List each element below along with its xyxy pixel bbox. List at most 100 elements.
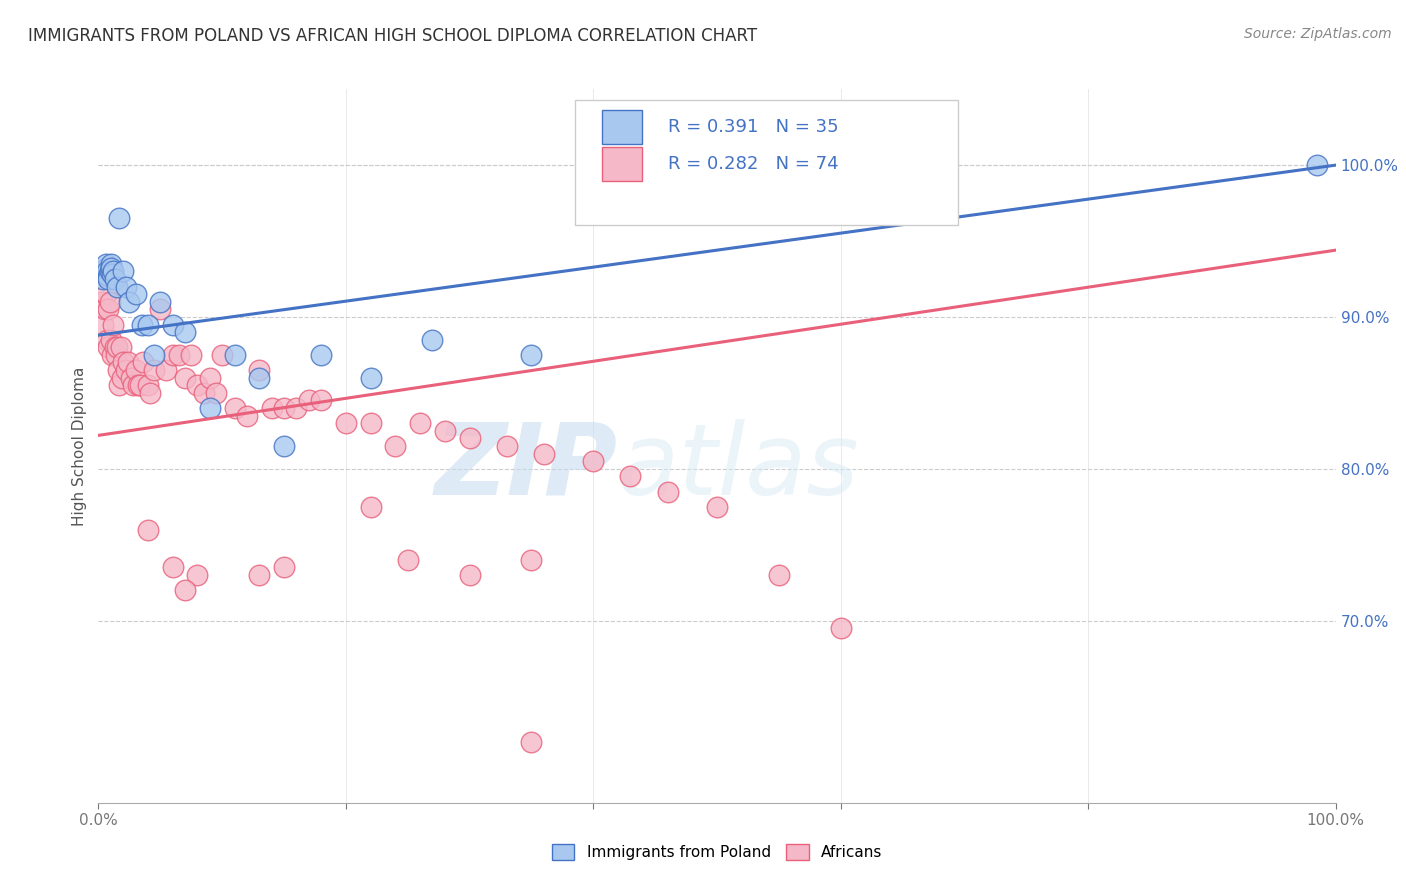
Point	[298, 393, 321, 408]
Point	[101, 268, 124, 282]
Point	[273, 401, 295, 415]
Point	[186, 568, 208, 582]
Point	[97, 302, 120, 317]
Point	[91, 294, 114, 309]
Point	[100, 333, 122, 347]
Point	[335, 416, 357, 430]
Point	[309, 393, 332, 408]
Point	[273, 560, 295, 574]
Point	[98, 294, 121, 309]
Point	[97, 272, 120, 286]
Point	[105, 340, 128, 354]
Point	[101, 348, 124, 362]
Point	[112, 355, 135, 369]
Point	[132, 355, 155, 369]
Point	[458, 568, 481, 582]
Point	[105, 279, 128, 293]
Point	[706, 500, 728, 514]
Text: R = 0.391   N = 35: R = 0.391 N = 35	[668, 118, 838, 136]
Point	[520, 735, 543, 749]
Point	[198, 401, 221, 415]
Point	[198, 370, 221, 384]
Text: atlas: atlas	[619, 419, 859, 516]
FancyBboxPatch shape	[602, 147, 641, 181]
Point	[100, 257, 122, 271]
Point	[96, 264, 118, 278]
Point	[127, 378, 149, 392]
Point	[103, 318, 125, 332]
Point	[93, 272, 115, 286]
Point	[657, 484, 679, 499]
Point	[520, 348, 543, 362]
Point	[136, 523, 159, 537]
Point	[112, 264, 135, 278]
Point	[495, 439, 517, 453]
Point	[93, 268, 115, 282]
Point	[111, 370, 134, 384]
Point	[114, 363, 136, 377]
Point	[582, 454, 605, 468]
Point	[520, 553, 543, 567]
Point	[174, 370, 197, 384]
Point	[458, 431, 481, 445]
Point	[174, 325, 197, 339]
Point	[120, 370, 142, 384]
Point	[97, 268, 120, 283]
Point	[103, 264, 125, 278]
Point	[94, 261, 117, 276]
Point	[167, 348, 190, 362]
Point	[114, 279, 136, 293]
Point	[131, 318, 153, 332]
Point	[360, 416, 382, 430]
Point	[211, 348, 233, 362]
Point	[273, 439, 295, 453]
Point	[384, 439, 406, 453]
Point	[118, 294, 141, 309]
Point	[186, 378, 208, 392]
Text: Source: ZipAtlas.com: Source: ZipAtlas.com	[1244, 27, 1392, 41]
Point	[104, 348, 127, 362]
Point	[93, 318, 115, 332]
Point	[91, 264, 114, 278]
Point	[136, 318, 159, 332]
Point	[162, 318, 184, 332]
Point	[193, 385, 215, 400]
Point	[260, 401, 283, 415]
Point	[122, 378, 145, 392]
Point	[149, 302, 172, 317]
Point	[174, 583, 197, 598]
Text: IMMIGRANTS FROM POLAND VS AFRICAN HIGH SCHOOL DIPLOMA CORRELATION CHART: IMMIGRANTS FROM POLAND VS AFRICAN HIGH S…	[28, 27, 758, 45]
Point	[155, 363, 177, 377]
Point	[1306, 158, 1329, 172]
Point	[124, 363, 146, 377]
Point	[309, 348, 332, 362]
Legend: Immigrants from Poland, Africans: Immigrants from Poland, Africans	[546, 838, 889, 866]
Point	[619, 469, 641, 483]
Point	[162, 348, 184, 362]
Point	[422, 333, 444, 347]
Point	[285, 401, 308, 415]
Point	[247, 363, 270, 377]
Point	[224, 348, 246, 362]
Point	[396, 553, 419, 567]
Point	[143, 363, 166, 377]
Point	[97, 340, 120, 354]
Point	[94, 287, 117, 301]
Point	[205, 385, 228, 400]
FancyBboxPatch shape	[602, 110, 641, 145]
Point	[433, 424, 456, 438]
Point	[108, 211, 131, 226]
Point	[360, 500, 382, 514]
Point	[103, 340, 125, 354]
Point	[136, 378, 159, 392]
Point	[247, 370, 270, 384]
FancyBboxPatch shape	[575, 100, 959, 225]
Point	[180, 348, 202, 362]
Point	[247, 568, 270, 582]
Point	[149, 294, 172, 309]
Y-axis label: High School Diploma: High School Diploma	[72, 367, 87, 525]
Point	[129, 378, 152, 392]
Point	[96, 333, 118, 347]
Point	[162, 560, 184, 574]
Point	[360, 370, 382, 384]
